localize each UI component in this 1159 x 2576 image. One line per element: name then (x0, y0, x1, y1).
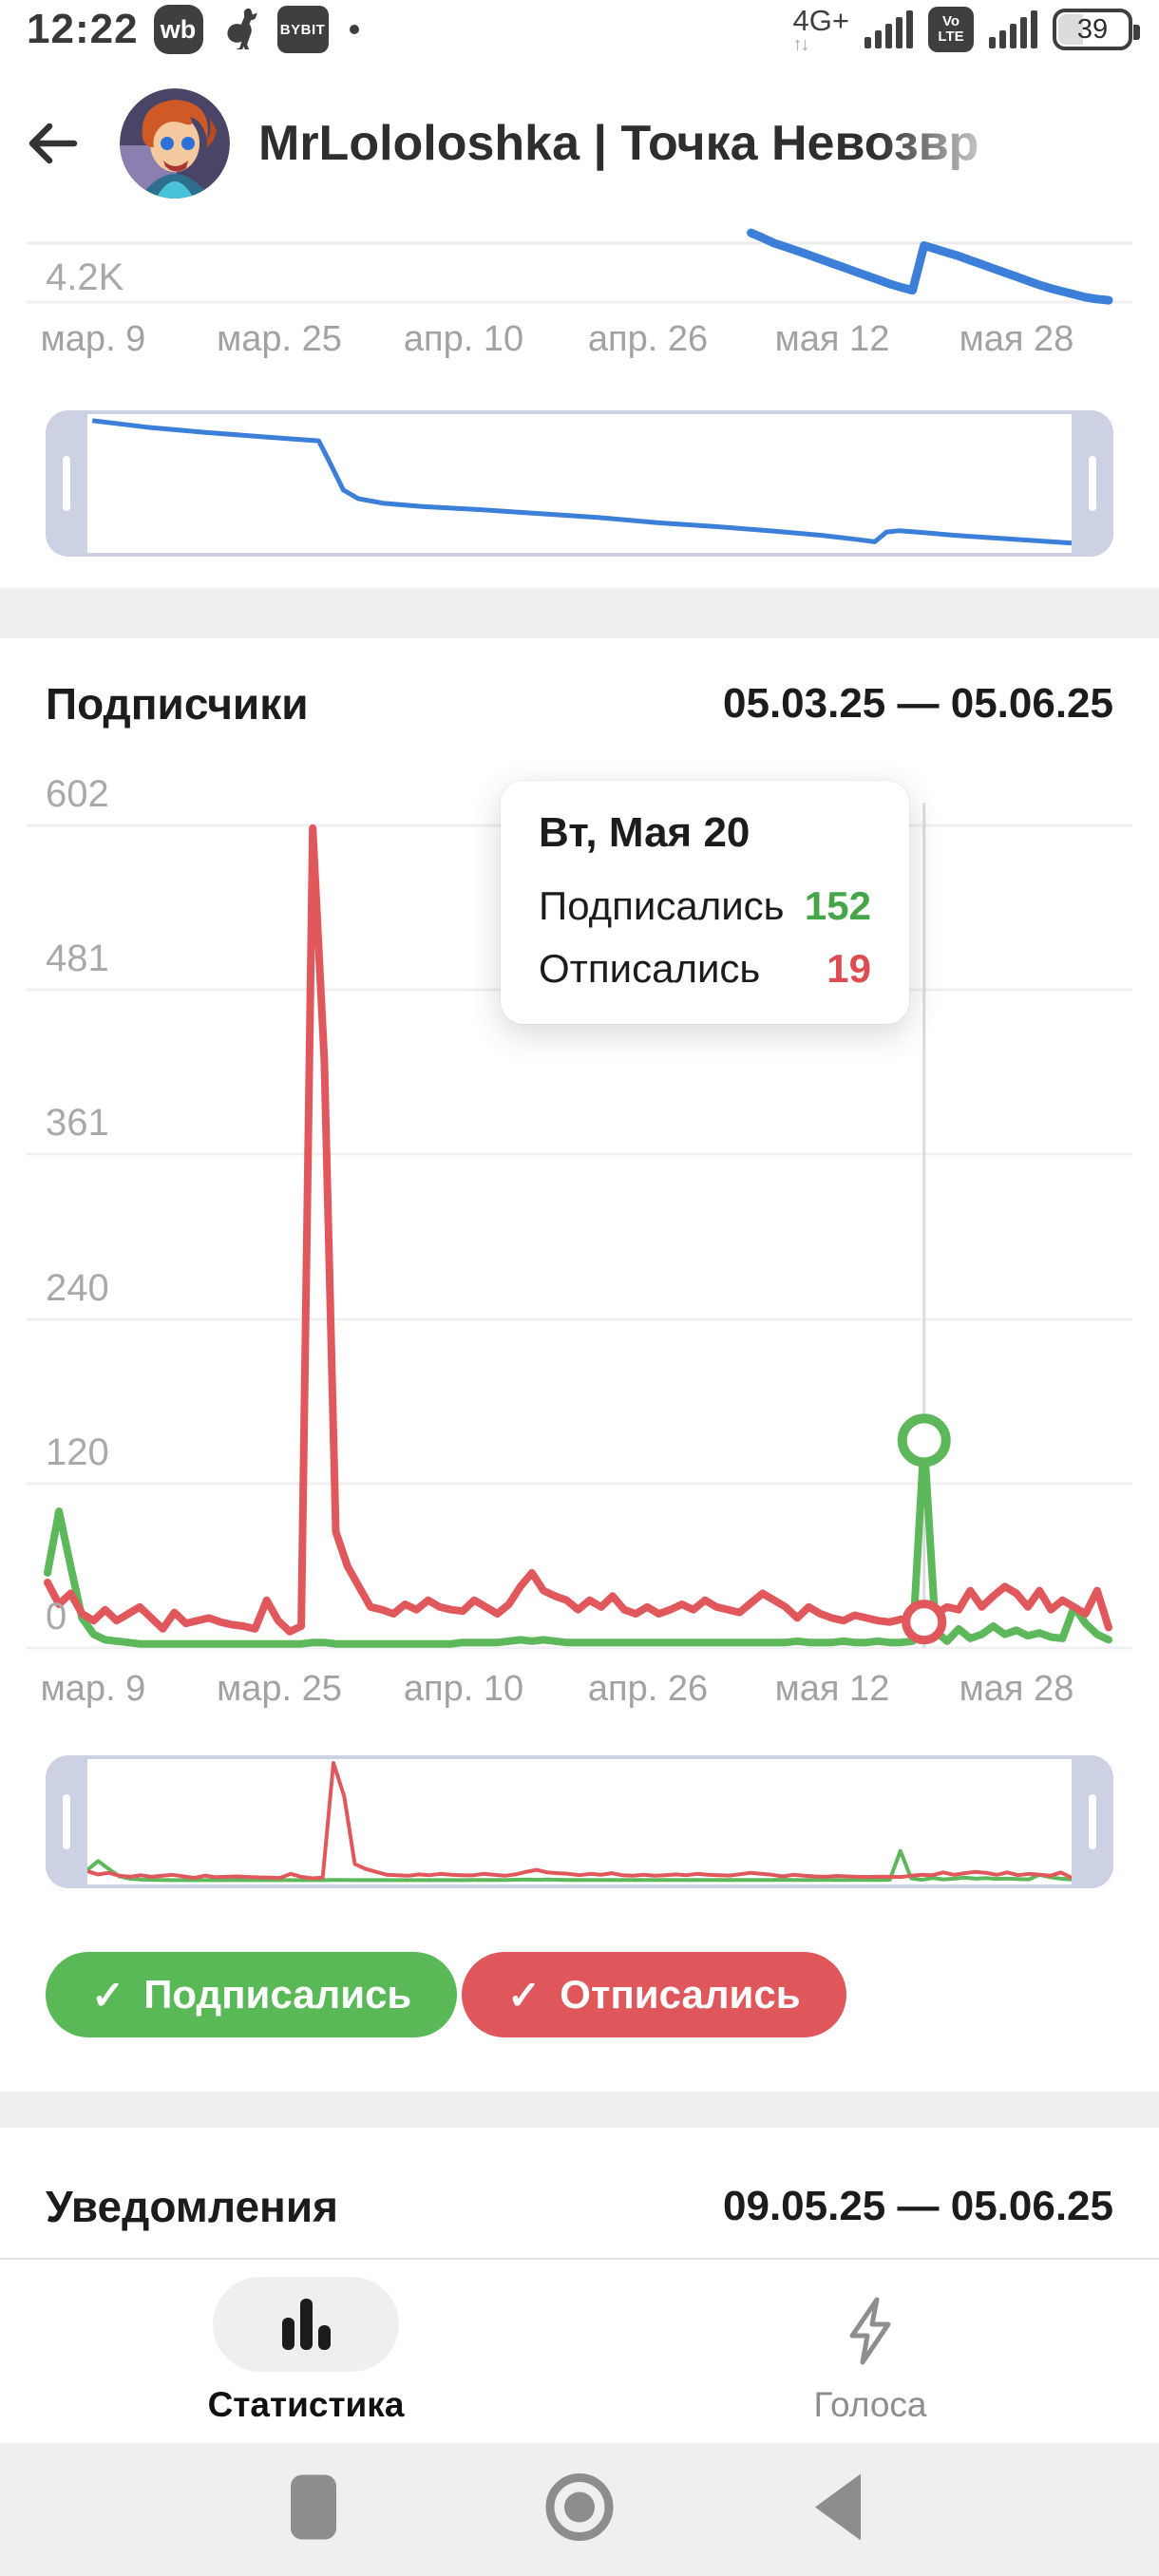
growth-chart-plot[interactable] (0, 228, 1159, 588)
brush-handle-right[interactable] (1072, 410, 1113, 557)
brush-handle-left[interactable] (46, 410, 87, 557)
data-arrows-icon: ↑↓ (792, 33, 810, 55)
legend-subscribed-toggle[interactable]: ✓ Подписались (46, 1952, 458, 2037)
signal-bars-icon-sim1 (864, 10, 913, 48)
subscribers-chart-plot[interactable] (0, 638, 1159, 2092)
x-tick-label: апр. 26 (587, 319, 709, 359)
tab-votes[interactable]: Голоса (680, 2260, 1060, 2443)
arrow-left-icon (28, 123, 78, 164)
y-tick-label: 481 (46, 938, 109, 979)
y-tick-label: 0 (46, 1596, 67, 1638)
x-tick-label: мая 12 (774, 1669, 890, 1709)
subscribed-marker (897, 1413, 951, 1468)
lightning-icon (843, 2290, 898, 2372)
status-bar: 12:22 wb BYBIT 4G+ ↑↓ Vo LTE 39 (0, 0, 1159, 59)
tooltip-subscribed-value: 152 (804, 883, 871, 928)
tab-statistics[interactable]: Статистика (116, 2260, 496, 2443)
section-title: Подписчики (46, 679, 309, 729)
legend-unsubscribed-toggle[interactable]: ✓ Отписались (462, 1952, 846, 2037)
tab-label: Голоса (813, 2385, 927, 2424)
battery-icon: 39 (1053, 9, 1140, 50)
channel-avatar[interactable] (120, 88, 230, 199)
network-type: 4G+ ↑↓ (792, 3, 849, 55)
x-tick-label: мар. 9 (40, 1669, 146, 1709)
tooltip-date: Вт, Мая 20 (539, 809, 750, 856)
tooltip-unsubscribed-value: 19 (826, 946, 871, 991)
subscribers-card: Подписчики 05.03.25 — 05.06.25 602 481 361… (0, 638, 1159, 2092)
android-nav-bar (0, 2443, 1159, 2576)
x-tick-label: мая 12 (774, 319, 890, 359)
signal-bars-icon-sim2 (989, 10, 1037, 48)
battery-level: 39 (1076, 13, 1109, 45)
y-tick-label: 361 (46, 1102, 109, 1144)
bar-chart-icon (282, 2299, 331, 2350)
x-tick-label: мар. 9 (40, 319, 146, 359)
x-tick-label: апр. 26 (587, 1669, 709, 1709)
title-fade-overlay (876, 115, 1018, 172)
x-tick-label: мар. 25 (217, 319, 342, 359)
wb-app-icon: wb (153, 5, 203, 54)
notifications-card: Уведомления 09.05.25 — 05.06.25 (0, 2128, 1159, 2258)
x-tick-label: апр. 10 (403, 1669, 524, 1709)
x-tick-label: апр. 10 (403, 319, 524, 359)
ostrich-icon (218, 6, 262, 54)
tooltip-unsubscribed-label: Отписались (539, 946, 761, 991)
tab-label: Статистика (207, 2385, 405, 2424)
recents-button[interactable] (291, 2474, 336, 2545)
chart-tooltip: Вт, Мая 20 Подписались 152 Отписались 19 (501, 781, 909, 1024)
active-tab-pill (213, 2277, 399, 2372)
section-date-range: 05.03.25 — 05.06.25 (723, 680, 1113, 727)
range-selector-subscribers[interactable] (46, 1755, 1113, 1888)
y-axis-label: 4.2K (46, 256, 124, 298)
growth-chart-card: 4.2K мар. 9 мар. 25 апр. 10 апр. 26 мая 12 ма… (0, 228, 1159, 588)
section-separator (0, 2092, 1159, 2128)
y-tick-label: 602 (46, 773, 109, 815)
bybit-app-icon: BYBIT (276, 6, 329, 53)
y-tick-label: 240 (46, 1267, 109, 1309)
x-tick-label: мая 28 (959, 1669, 1074, 1709)
avatar-art (120, 88, 230, 199)
page-title: MrLololoshka | Точка Невозвр (258, 116, 979, 171)
check-icon: ✓ (91, 1972, 125, 2017)
app-bar: MrLololoshka | Точка Невозвр (0, 59, 1159, 228)
back-button[interactable] (0, 59, 104, 228)
unsubscribed-marker (902, 1600, 947, 1645)
clock: 12:22 (27, 6, 139, 52)
section-title: Уведомления (46, 2182, 338, 2231)
tooltip-subscribed-label: Подписались (539, 883, 785, 928)
bottom-tab-bar: Статистика Голоса (0, 2258, 1159, 2443)
home-button[interactable] (543, 2472, 616, 2548)
notification-dot-icon (349, 25, 359, 34)
range-selector-growth[interactable] (46, 410, 1113, 557)
x-tick-label: мая 28 (959, 319, 1074, 359)
volte-icon: Vo LTE (928, 7, 974, 52)
brush-handle-right[interactable] (1072, 1755, 1113, 1888)
section-separator (0, 588, 1159, 638)
back-nav-button[interactable] (811, 2472, 864, 2548)
section-date-range: 09.05.25 — 05.06.25 (723, 2183, 1113, 2229)
x-tick-label: мар. 25 (217, 1669, 342, 1709)
check-icon: ✓ (507, 1972, 542, 2017)
brush-handle-left[interactable] (46, 1755, 87, 1888)
y-tick-label: 120 (46, 1431, 109, 1473)
